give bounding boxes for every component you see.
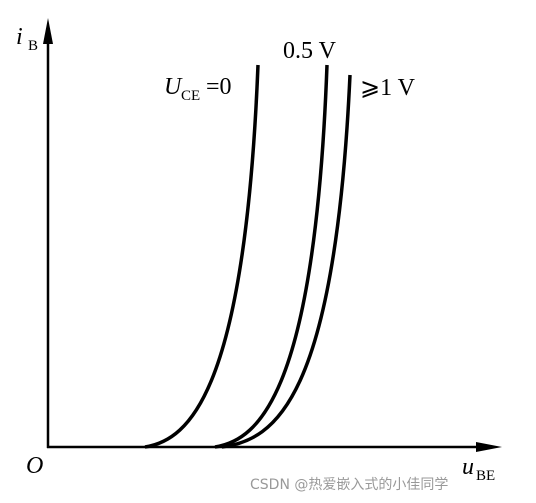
y-label: i [16,24,23,50]
curve-uce-05 [214,64,329,449]
curve-label-sub: CE [181,88,200,104]
origin-label: O [26,453,43,479]
x-arrow [476,442,502,452]
curve-label: ⩾1 V [360,75,416,101]
watermark: CSDN @热爱嵌入式的小佳同学 [250,477,448,493]
x-label-sub: BE [476,468,495,484]
curve-uce-1 [221,74,352,449]
curve-uce-0 [144,64,260,449]
y-label-sub: B [28,38,38,54]
x-label: u [462,454,474,480]
curve-label-suffix: =0 [206,74,232,100]
y-arrow [43,18,53,44]
curve-label-symbol: U [164,74,183,100]
curve-label: 0.5 V [283,38,337,64]
